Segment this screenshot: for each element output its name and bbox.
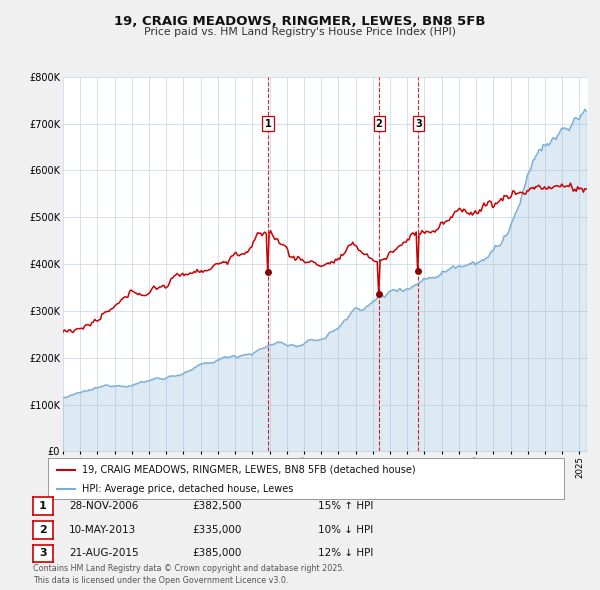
Text: £335,000: £335,000: [192, 525, 241, 535]
Text: 2: 2: [376, 119, 382, 129]
Text: Price paid vs. HM Land Registry's House Price Index (HPI): Price paid vs. HM Land Registry's House …: [144, 27, 456, 37]
Text: 3: 3: [415, 119, 422, 129]
Text: 19, CRAIG MEADOWS, RINGMER, LEWES, BN8 5FB (detached house): 19, CRAIG MEADOWS, RINGMER, LEWES, BN8 5…: [82, 465, 415, 475]
Text: £385,000: £385,000: [192, 549, 241, 558]
Text: 1: 1: [39, 502, 47, 511]
Text: 3: 3: [39, 549, 47, 558]
Text: Contains HM Land Registry data © Crown copyright and database right 2025.
This d: Contains HM Land Registry data © Crown c…: [33, 565, 345, 585]
Text: 19, CRAIG MEADOWS, RINGMER, LEWES, BN8 5FB: 19, CRAIG MEADOWS, RINGMER, LEWES, BN8 5…: [114, 15, 486, 28]
Text: £382,500: £382,500: [192, 502, 241, 511]
Text: 10-MAY-2013: 10-MAY-2013: [69, 525, 136, 535]
Text: 15% ↑ HPI: 15% ↑ HPI: [318, 502, 373, 511]
Text: 1: 1: [265, 119, 271, 129]
Text: HPI: Average price, detached house, Lewes: HPI: Average price, detached house, Lewe…: [82, 484, 293, 493]
Text: 12% ↓ HPI: 12% ↓ HPI: [318, 549, 373, 558]
Text: 2: 2: [39, 525, 47, 535]
Text: 28-NOV-2006: 28-NOV-2006: [69, 502, 139, 511]
Text: 10% ↓ HPI: 10% ↓ HPI: [318, 525, 373, 535]
Text: 21-AUG-2015: 21-AUG-2015: [69, 549, 139, 558]
